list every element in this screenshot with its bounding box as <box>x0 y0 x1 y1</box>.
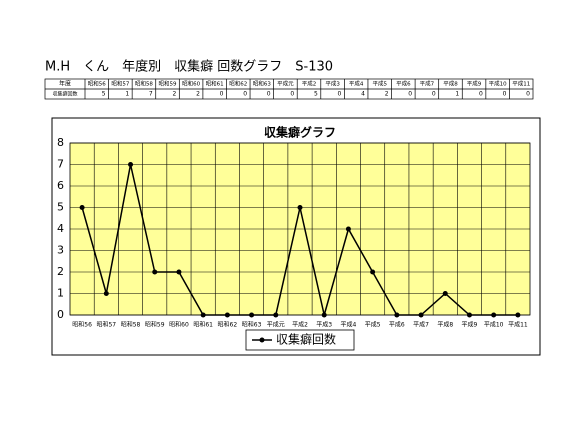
table-cell: 0 <box>338 91 342 98</box>
y-tick-label: 1 <box>57 287 64 300</box>
table-cell: 1 <box>125 91 129 98</box>
x-tick-label: 昭和62 <box>218 321 238 329</box>
table-cell: 昭和63 <box>253 80 271 88</box>
data-point <box>176 269 182 275</box>
table-cell: 昭和56 <box>88 80 106 88</box>
table-cell: 平成9 <box>467 80 482 88</box>
table-cell: 昭和62 <box>229 80 247 88</box>
x-tick-label: 昭和59 <box>145 321 165 329</box>
x-tick-label: 平成10 <box>484 321 504 329</box>
data-point <box>103 291 109 296</box>
x-tick-label: 昭和63 <box>242 321 262 329</box>
x-tick-label: 平成6 <box>389 321 405 329</box>
x-tick-label: 平成9 <box>462 321 478 329</box>
data-point <box>249 312 255 318</box>
table-cell: 0 <box>432 91 436 98</box>
y-tick-label: 3 <box>57 244 64 257</box>
data-point <box>321 312 327 318</box>
table-cell: 平成7 <box>420 80 435 88</box>
data-point <box>394 312 400 318</box>
table-cell: 昭和58 <box>135 80 153 88</box>
data-point <box>442 291 448 296</box>
table-row-label: 収集癖回数 <box>52 91 77 98</box>
table-cell: 0 <box>267 91 271 98</box>
y-tick-label: 2 <box>57 265 64 278</box>
table-cell: 0 <box>290 91 294 98</box>
data-point <box>79 205 85 210</box>
y-tick-label: 4 <box>57 222 64 235</box>
data-point <box>297 205 303 210</box>
x-tick-label: 平成11 <box>508 321 528 329</box>
table-cell: 昭和59 <box>159 80 177 88</box>
table-cell: 2 <box>172 91 176 98</box>
table-cell: 0 <box>526 91 530 98</box>
legend-marker <box>259 337 265 343</box>
table-cell: 2 <box>196 91 200 98</box>
y-tick-label: 8 <box>57 136 64 149</box>
table-cell: 昭和60 <box>182 80 200 88</box>
table-cell: 昭和61 <box>206 80 224 88</box>
table-row-label: 年度 <box>59 80 71 88</box>
table-cell: 平成4 <box>349 80 364 88</box>
x-tick-label: 平成3 <box>316 321 332 329</box>
chart-title: 収集癖グラフ <box>264 125 336 140</box>
data-point <box>370 269 376 275</box>
x-tick-label: 平成8 <box>437 321 453 329</box>
data-point <box>515 312 521 318</box>
table-cell: 2 <box>385 91 389 98</box>
table-cell: 7 <box>149 91 153 98</box>
table-cell: 1 <box>455 91 459 98</box>
y-tick-label: 0 <box>57 308 64 321</box>
table-cell: 平成2 <box>302 80 317 88</box>
x-tick-label: 昭和57 <box>96 321 116 329</box>
x-tick-label: 昭和58 <box>121 321 141 329</box>
data-point <box>200 312 206 318</box>
table-cell: 平成3 <box>325 80 340 88</box>
x-tick-label: 平成4 <box>341 321 357 329</box>
table-cell: 5 <box>102 91 106 98</box>
header: M.H くん 年度別 収集癖 回数グラフ S-130 <box>45 59 333 75</box>
table-cell: 平成5 <box>372 80 387 88</box>
table-cell: 0 <box>220 91 224 98</box>
data-point <box>273 312 279 318</box>
table-cell: 4 <box>361 91 365 98</box>
table-cell: 平成元 <box>277 80 294 88</box>
data-point <box>152 269 158 275</box>
data-point <box>466 312 472 318</box>
table-cell: 0 <box>479 91 483 98</box>
table-cell: 0 <box>408 91 412 98</box>
x-tick-label: 平成2 <box>292 321 308 329</box>
legend-box <box>245 329 355 351</box>
table-cell: 平成6 <box>396 80 411 88</box>
data-point <box>418 312 424 318</box>
data-point <box>224 312 230 318</box>
x-tick-label: 平成5 <box>365 321 381 329</box>
x-tick-label: 昭和56 <box>72 321 92 329</box>
data-point <box>491 312 497 318</box>
y-tick-label: 6 <box>57 179 64 192</box>
table-cell: 0 <box>503 91 507 98</box>
table-cell: 5 <box>314 91 318 98</box>
table-cell: 平成8 <box>443 80 458 88</box>
table-cell: 昭和57 <box>111 80 129 88</box>
x-tick-label: 平成元 <box>267 321 285 329</box>
table-cell: 0 <box>243 91 247 98</box>
table-cell: 平成11 <box>512 80 530 88</box>
x-tick-label: 昭和61 <box>193 321 213 329</box>
legend-label: 収集癖回数 <box>276 332 336 347</box>
table-cell: 平成10 <box>489 80 507 88</box>
x-tick-label: 平成7 <box>413 321 429 329</box>
data-point <box>345 226 351 232</box>
x-tick-label: 昭和60 <box>169 321 189 329</box>
y-tick-label: 5 <box>57 201 64 214</box>
data-point <box>128 162 134 167</box>
y-tick-label: 7 <box>57 158 64 171</box>
